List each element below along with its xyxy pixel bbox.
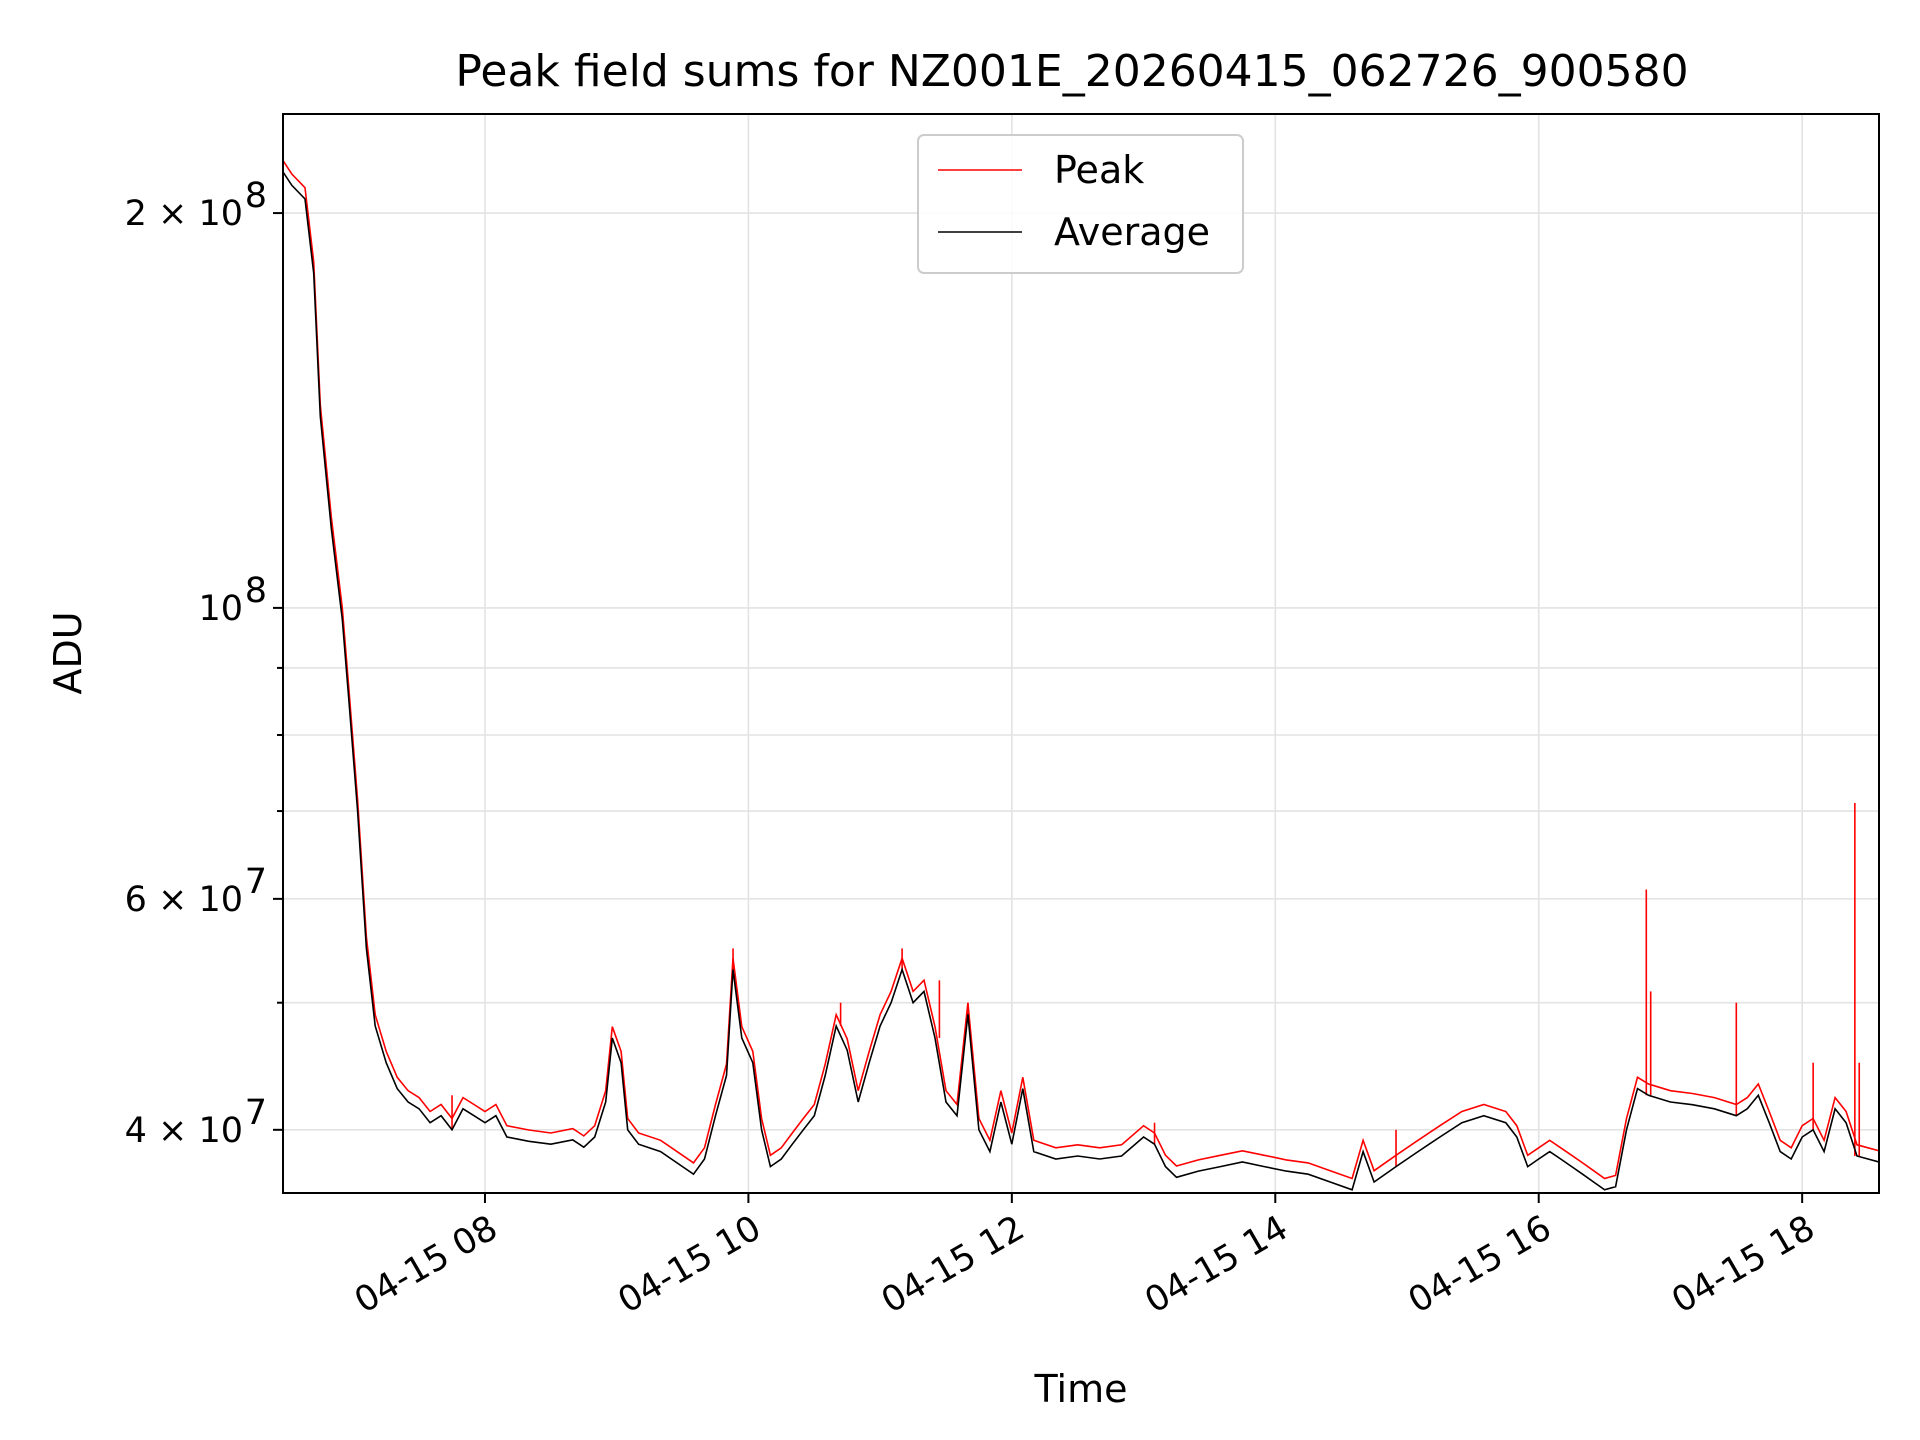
series-layer [283, 160, 1879, 1191]
y-tick-label: 2 × 10 [125, 194, 243, 234]
x-tick-label: 04-15 14 [1138, 1208, 1294, 1321]
chart-title: Peak field sums for NZ001E_20260415_0627… [455, 46, 1688, 97]
y-tick-exponent: 7 [245, 862, 267, 902]
y-tick-label: 4 × 10 [125, 1111, 243, 1151]
peak-series-line [283, 160, 1879, 1180]
y-tick-label: 10 [198, 589, 243, 629]
y-tick-exponent: 8 [245, 176, 267, 216]
x-tick-label: 04-15 12 [875, 1208, 1031, 1321]
x-axis-label: Time [1034, 1367, 1128, 1411]
x-axis: 04-15 08 04-15 10 04-15 12 04-15 14 04-15 16… [348, 1193, 1822, 1321]
x-tick-label: 04-15 10 [612, 1208, 768, 1321]
x-tick-label: 04-15 08 [348, 1208, 504, 1321]
y-tick-exponent: 7 [245, 1093, 267, 1133]
x-tick-label: 04-15 18 [1665, 1208, 1821, 1321]
legend-peak-label: Peak [1054, 148, 1144, 192]
x-tick-label: 04-15 16 [1402, 1208, 1558, 1321]
legend-average-label: Average [1054, 210, 1210, 254]
y-axis: 4 × 10 76 × 10 710 82 × 10 8 [125, 176, 283, 1151]
y-axis-label: ADU [46, 611, 90, 694]
y-tick-exponent: 8 [245, 571, 267, 611]
average-series-line [283, 171, 1879, 1191]
legend: Peak Average [917, 134, 1244, 274]
plot-frame [282, 113, 1880, 1194]
grid-lines [283, 114, 1879, 1193]
y-tick-label: 6 × 10 [125, 880, 243, 920]
